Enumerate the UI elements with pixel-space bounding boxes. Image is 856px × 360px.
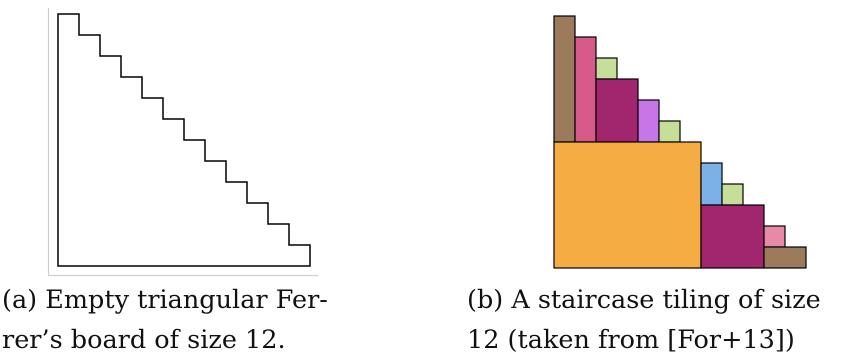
- tile-2: [574, 36, 597, 143]
- tile-7: [553, 141, 702, 269]
- tile-6: [658, 120, 681, 143]
- tile-1: [553, 15, 576, 143]
- tiles-group: [553, 15, 807, 269]
- tile-5: [637, 99, 660, 143]
- tile-11: [763, 225, 786, 248]
- tile-8: [700, 162, 723, 206]
- tile-9: [721, 183, 744, 206]
- staircase-tiling: [553, 15, 807, 269]
- caption-b-line-1: (b) A staircase tiling of size: [467, 285, 821, 315]
- staircase-outline: [57, 13, 311, 267]
- caption-a-line-1: (a) Empty triangular Fer-: [2, 285, 328, 315]
- empty-ferrers-board: [47, 8, 318, 277]
- tile-3: [595, 57, 618, 80]
- tile-10: [700, 204, 765, 269]
- tile-12: [763, 246, 807, 269]
- caption-a-line-2: rer’s board of size 12.: [2, 325, 286, 355]
- caption-b: (b) A staircase tiling of size 12 (taken…: [467, 280, 821, 360]
- caption-a: (a) Empty triangular Fer- rer’s board of…: [2, 280, 328, 360]
- caption-b-line-2: 12 (taken from [For+13]): [467, 325, 795, 355]
- tile-4: [595, 78, 639, 143]
